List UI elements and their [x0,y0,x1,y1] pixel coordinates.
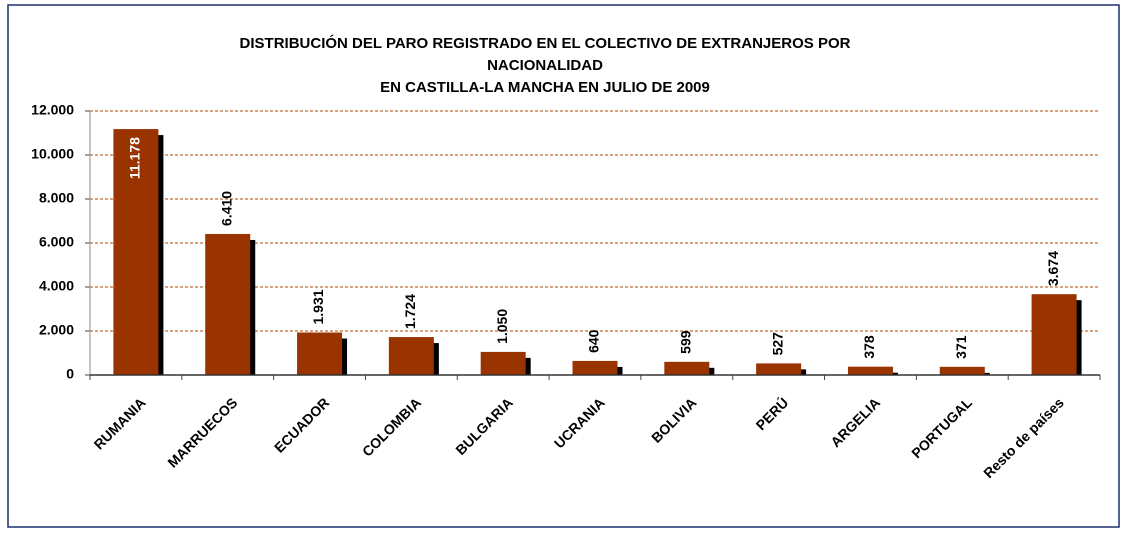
y-tick-label: 4.000 [39,278,74,294]
value-label: 1.724 [402,294,418,329]
chart-border [7,4,1120,528]
y-tick-label: 12.000 [31,102,74,118]
bar [113,129,159,375]
value-label: 1.050 [494,309,510,344]
y-tick-label: 10.000 [31,146,74,162]
bar [847,366,893,375]
bar [664,361,710,375]
chart-title-line: DISTRIBUCIÓN DEL PARO REGISTRADO EN EL C… [240,34,851,52]
value-label: 640 [586,329,602,353]
value-label: 378 [861,335,877,359]
y-tick-label: 6.000 [39,234,74,250]
value-label: 3.674 [1045,251,1061,286]
bar [297,332,343,375]
value-label: 6.410 [218,191,234,226]
value-label: 11.178 [127,137,143,179]
bar [205,233,251,375]
bar [480,351,526,375]
y-tick-label: 8.000 [39,190,74,206]
chart-title-line: NACIONALIDAD [487,57,603,74]
bar [756,363,802,375]
chart-title-line: EN CASTILLA-LA MANCHA EN JULIO DE 2009 [380,79,710,96]
value-label: 527 [769,332,785,356]
value-label: 371 [953,335,969,359]
bar [572,360,618,375]
bar [1031,294,1077,375]
value-label: 1.931 [310,289,326,324]
chart-title: DISTRIBUCIÓN DEL PARO REGISTRADO EN EL C… [240,34,851,96]
bar [388,337,434,375]
y-tick-label: 2.000 [39,322,74,338]
value-label: 599 [678,330,694,354]
bar [939,366,985,375]
y-tick-label: 0 [66,366,74,382]
